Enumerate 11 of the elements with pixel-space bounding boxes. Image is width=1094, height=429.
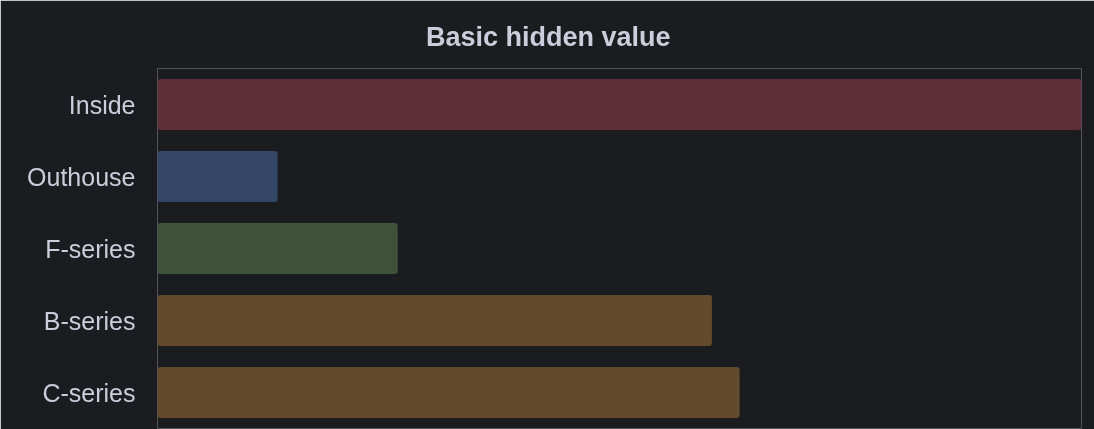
bar <box>157 223 398 274</box>
y-tick-label: Outhouse <box>27 162 136 191</box>
y-tick-label: F-series <box>45 234 136 263</box>
chart-title: Basic hidden value <box>426 21 671 52</box>
y-tick-label: C-series <box>42 378 136 407</box>
y-tick-label: Inside <box>68 90 136 119</box>
bar <box>157 367 740 418</box>
y-tick-label: B-series <box>43 306 136 335</box>
bar <box>157 295 712 346</box>
bar <box>157 79 1082 130</box>
bar <box>157 151 278 202</box>
